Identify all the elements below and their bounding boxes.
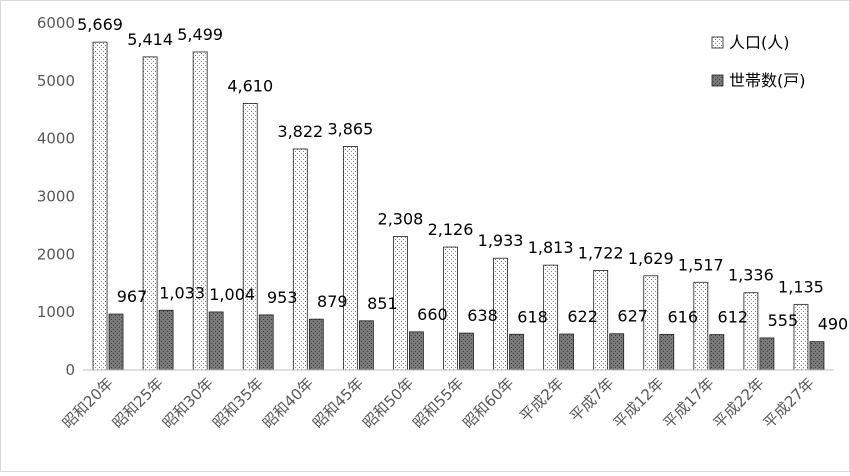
x-tick-label: 平成2年	[516, 374, 567, 425]
bar-households	[809, 341, 825, 371]
bar-households	[308, 318, 324, 371]
bar-households	[258, 314, 274, 371]
x-tick-label: 昭和60年	[459, 374, 517, 432]
y-tick-label: 5000	[37, 72, 75, 90]
y-tick-label: 4000	[37, 130, 75, 148]
bar-population	[292, 148, 308, 371]
data-label-population: 2,308	[378, 210, 424, 229]
x-tick-label: 昭和35年	[209, 374, 267, 432]
bar-population	[242, 102, 258, 371]
x-tick-label: 平成12年	[610, 374, 668, 432]
y-tick-label: 6000	[37, 14, 75, 32]
x-tick-label: 昭和20年	[59, 374, 117, 432]
data-label-population: 1,336	[728, 266, 774, 285]
data-label-population: 1,813	[528, 238, 574, 257]
data-label-households: 879	[317, 292, 348, 311]
x-tick-label: 平成22年	[710, 374, 768, 432]
data-label-population: 3,865	[327, 119, 373, 138]
legend-label-households: 世帯数(戸)	[729, 71, 806, 90]
y-tick-label: 0	[65, 361, 75, 379]
legend: 人口(人) 世帯数(戸)	[711, 33, 806, 90]
data-label-households: 612	[718, 308, 749, 327]
bar-households	[409, 331, 424, 371]
bar-households	[108, 313, 124, 371]
data-label-households: 851	[367, 294, 398, 313]
x-tick-label: 平成27年	[760, 374, 818, 432]
data-label-households: 555	[768, 311, 799, 330]
x-tick-label: 昭和25年	[109, 374, 167, 432]
bar-households	[759, 337, 775, 371]
legend-swatch-population	[711, 36, 724, 49]
bar-households	[609, 333, 625, 371]
x-tick-label: 昭和40年	[259, 374, 317, 432]
data-label-population: 3,822	[277, 122, 323, 141]
data-label-households: 660	[417, 305, 448, 324]
data-label-population: 1,135	[778, 277, 824, 296]
bar-population	[92, 41, 108, 371]
legend-label-population: 人口(人)	[729, 33, 790, 52]
x-tick-label: 昭和50年	[359, 374, 417, 432]
bar-population	[142, 56, 158, 371]
data-label-households: 616	[667, 307, 698, 326]
data-label-households: 638	[467, 306, 498, 325]
data-label-households: 967	[117, 287, 148, 306]
data-label-population: 1,933	[478, 231, 524, 250]
bars	[92, 41, 825, 371]
bar-households	[509, 333, 524, 371]
bar-households	[358, 320, 374, 371]
data-label-population: 5,414	[127, 30, 173, 49]
bar-households	[709, 334, 725, 371]
data-label-households: 1,033	[159, 283, 205, 302]
data-label-households: 618	[517, 307, 548, 326]
data-label-population: 4,610	[227, 76, 273, 95]
data-label-population: 1,629	[628, 249, 674, 268]
x-tick-label: 昭和45年	[309, 374, 367, 432]
bar-population	[192, 51, 208, 371]
data-label-households: 953	[267, 288, 298, 307]
y-tick-label: 3000	[37, 188, 75, 206]
bar-population	[743, 292, 759, 371]
bar-households	[659, 333, 675, 371]
data-label-population: 2,126	[428, 220, 474, 239]
bar-households	[459, 332, 474, 371]
bar-population	[342, 146, 358, 371]
data-label-population: 5,499	[177, 25, 223, 44]
bar-households	[208, 311, 224, 371]
x-tick-label: 平成17年	[660, 374, 718, 432]
y-tick-label: 1000	[37, 303, 75, 321]
data-label-households: 1,004	[209, 285, 255, 304]
data-label-population: 1,722	[578, 243, 624, 262]
bar-households	[559, 333, 575, 371]
data-label-households: 490	[818, 315, 849, 334]
x-axis-ticks: 昭和20年昭和25年昭和30年昭和35年昭和40年昭和45年昭和50年昭和55年…	[59, 374, 818, 432]
data-label-population: 5,669	[77, 15, 123, 34]
data-label-households: 622	[567, 307, 598, 326]
x-tick-label: 昭和55年	[409, 374, 467, 432]
legend-swatch-households	[711, 74, 724, 87]
x-tick-label: 平成7年	[566, 374, 617, 425]
data-label-households: 627	[617, 307, 648, 326]
x-tick-label: 昭和30年	[159, 374, 217, 432]
y-axis-ticks: 0 1000 2000 3000 4000 5000 6000	[37, 14, 75, 379]
data-label-population: 1,517	[678, 255, 724, 274]
bar-households	[158, 309, 174, 371]
y-tick-label: 2000	[37, 245, 75, 263]
